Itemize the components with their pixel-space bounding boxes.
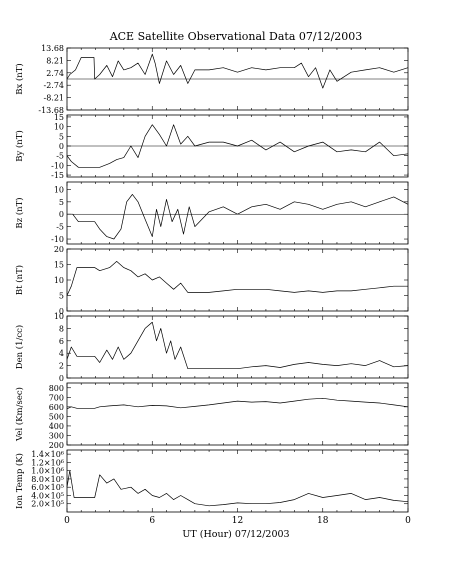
- bx-y-tick-label: -13.68: [38, 106, 64, 115]
- x-tick-label: 12: [232, 516, 243, 526]
- bt-frame: [66, 248, 409, 312]
- panel-bt: 0 5 10 15 20 Bt (nT): [14, 245, 409, 316]
- vel-y-tick-label: 500: [49, 412, 64, 421]
- bx-y-tick-label: -2.74: [43, 81, 64, 90]
- bz-y-tick-label: -5: [56, 223, 64, 232]
- bt-y-tick-label: 0: [59, 307, 64, 316]
- den-y-tick-label: 6: [59, 337, 64, 346]
- den-y-tick-label: 2: [59, 362, 64, 371]
- den-series-line: [66, 321, 409, 370]
- vel-y-tick-label: 800: [49, 384, 64, 393]
- bt-y-tick-label: 20: [54, 245, 64, 254]
- vel-y-tick-label: 300: [49, 431, 64, 440]
- bx-y-tick-label: 8.21: [46, 56, 64, 65]
- bz-y-tick-label: 10: [54, 185, 64, 194]
- temp-y-tick-label: 6.0×10⁵: [31, 483, 64, 492]
- x-axis-label: UT (Hour) 07/12/2003: [182, 529, 289, 540]
- x-tick-label: 0: [64, 516, 70, 526]
- bz-y-label: Bz (nT): [14, 197, 25, 228]
- temp-y-tick-label: 1.2×10⁶: [31, 458, 64, 467]
- vel-y-tick-label: 400: [49, 422, 64, 431]
- by-y-tick-label: 5: [59, 132, 64, 141]
- by-y-label: By (nT): [14, 130, 25, 162]
- temp-y-tick-label: 1.4×10⁶: [31, 450, 64, 459]
- by-y-tick-label: -5: [56, 152, 64, 161]
- den-y-label: Den (1/cc): [14, 325, 25, 369]
- den-y-tick-label: 10: [54, 312, 64, 321]
- bt-y-label: Bt (nT): [14, 265, 25, 295]
- bt-y-tick-label: 15: [54, 261, 64, 270]
- by-series-line: [66, 124, 409, 168]
- by-y-tick-label: -10: [51, 161, 64, 170]
- panel-bx: 13.68 8.21 2.74 -2.74 -8.21 -13.68 Bx (nT): [14, 44, 409, 115]
- bz-y-tick-label: -10: [51, 235, 64, 244]
- temp-y-tick-label: 2.0×10⁵: [31, 500, 64, 509]
- bz-y-tick-label: 5: [59, 198, 64, 207]
- x-tick-label: 18: [317, 516, 329, 526]
- by-y-tick-label: -15: [51, 171, 64, 180]
- bx-y-tick-label: -8.21: [43, 94, 64, 103]
- bz-series-line: [67, 194, 409, 240]
- bx-y-tick-label: 2.74: [46, 69, 64, 78]
- by-y-tick-label: 15: [54, 113, 64, 122]
- bx-y-label: Bx (nT): [14, 63, 25, 95]
- vel-series-line: [66, 397, 409, 410]
- panel-bz: 10 5 0 -5 -10 Bz (nT): [14, 181, 409, 245]
- by-y-tick-label: 0: [59, 142, 64, 151]
- den-y-tick-label: 0: [59, 374, 64, 383]
- vel-y-tick-label: 200: [49, 441, 64, 450]
- x-tick-label: 0: [405, 516, 411, 526]
- vel-y-tick-label: 600: [49, 403, 64, 412]
- temp-y-tick-label: 4.0×10⁵: [31, 491, 64, 500]
- bt-y-tick-label: 5: [59, 292, 64, 301]
- den-y-tick-label: 4: [59, 349, 64, 358]
- x-tick-label: 6: [149, 516, 155, 526]
- vel-y-label: Vel (Km/sec): [14, 387, 25, 442]
- temp-y-tick-label: 8.0×10⁵: [31, 475, 64, 484]
- temp-y-tick-label: 1.0×10⁶: [31, 467, 64, 476]
- vel-frame: [66, 382, 409, 446]
- bz-y-tick-label: 0: [59, 210, 64, 219]
- bx-series-line: [66, 53, 409, 89]
- chart-title: ACE Satellite Observational Data 07/12/2…: [109, 30, 363, 43]
- panel-temp: 2.0×10⁵4.0×10⁵6.0×10⁵8.0×10⁵1.0×10⁶1.2×1…: [14, 449, 409, 513]
- bt-y-tick-label: 10: [54, 276, 64, 285]
- temp-y-label: Ion Temp (K): [14, 453, 25, 509]
- by-y-tick-label: 10: [54, 123, 64, 132]
- temp-series-line: [66, 470, 409, 507]
- bx-y-tick-label: 13.68: [41, 44, 64, 53]
- panel-den: 0 2 4 6 8 10 Den (1/cc): [14, 312, 409, 383]
- bt-series-line: [66, 261, 408, 296]
- bz-frame: [66, 181, 409, 245]
- den-y-tick-label: 8: [59, 324, 64, 333]
- vel-y-tick-label: 700: [49, 393, 64, 402]
